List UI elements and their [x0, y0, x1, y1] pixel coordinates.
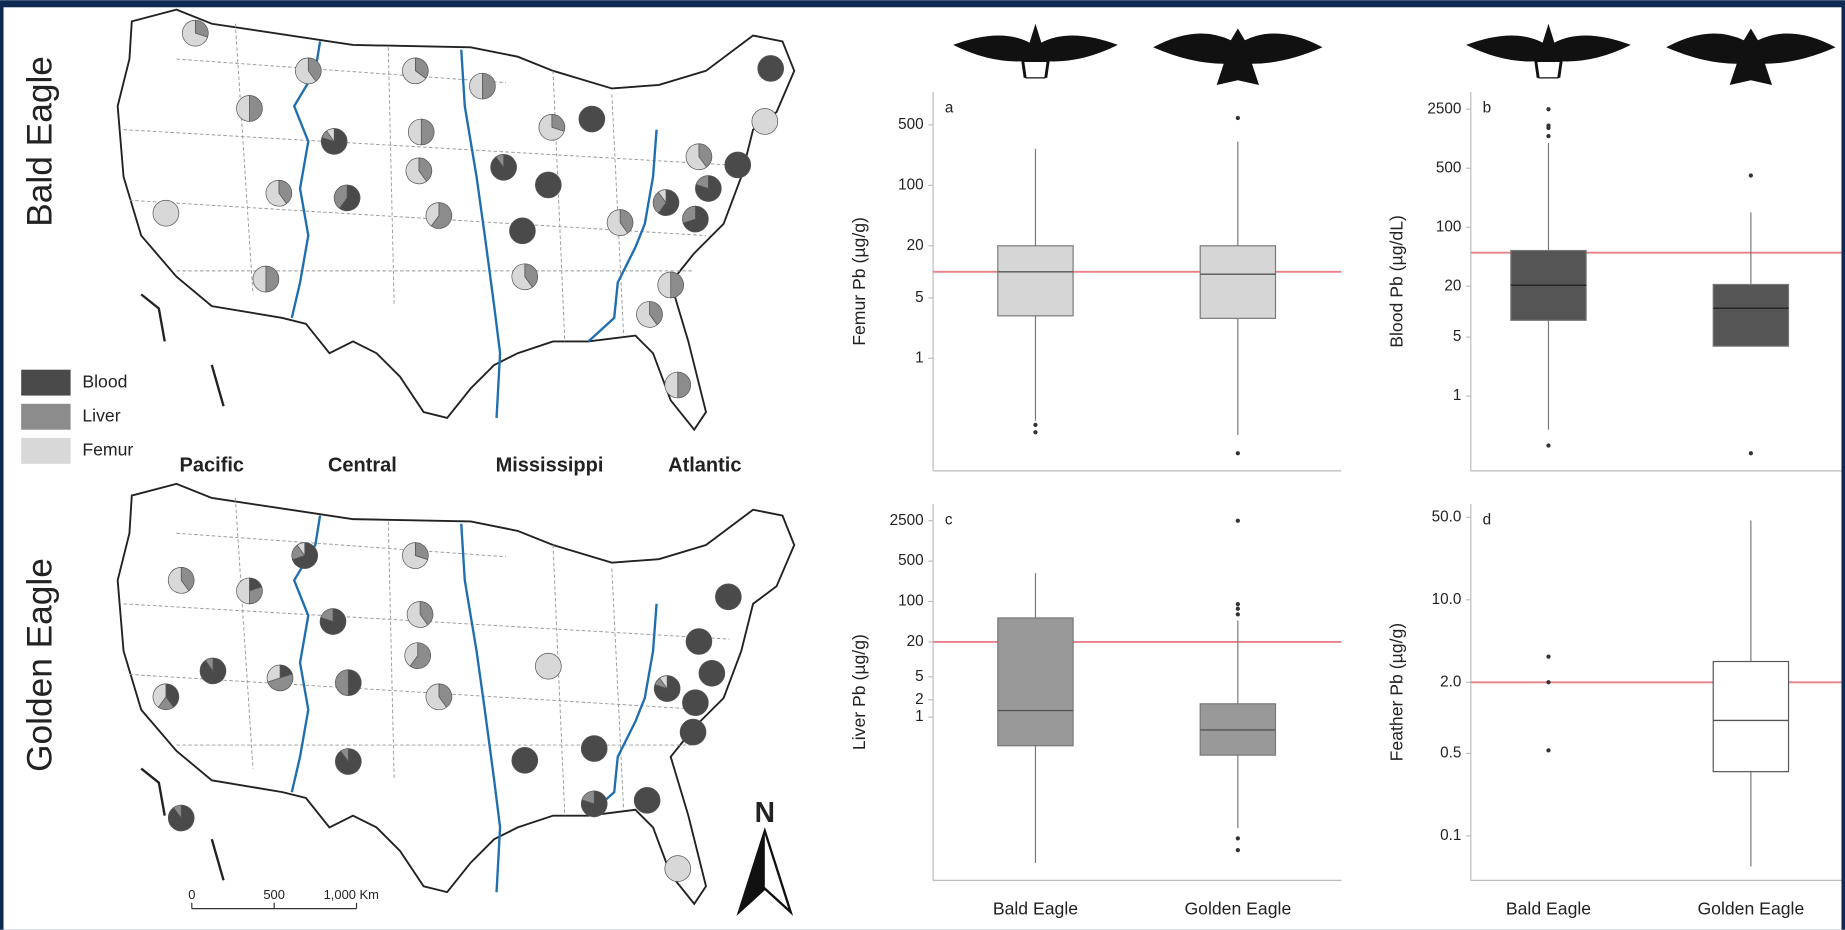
- pie-slice: [758, 56, 784, 82]
- y-tick-label: 10.0: [1432, 591, 1462, 608]
- box: [1713, 662, 1788, 772]
- outlier: [1749, 451, 1753, 455]
- outlier: [1546, 680, 1550, 684]
- outlier: [1546, 655, 1550, 659]
- y-axis-label: Femur Pb (µg/g): [849, 217, 869, 346]
- legend-label: Liver: [82, 405, 120, 425]
- y-tick-label: 500: [1436, 159, 1462, 176]
- panel-letter: d: [1483, 511, 1492, 528]
- figure: Bald Eagle Golden Eagle N Blood Liver Femu…: [0, 0, 1845, 930]
- y-tick-label: 500: [898, 552, 924, 569]
- legend-label: Femur: [82, 440, 133, 460]
- outlier: [1033, 430, 1037, 434]
- y-tick-label: 1: [1453, 387, 1462, 404]
- pie-slice: [725, 152, 751, 178]
- y-tick-label: 2500: [890, 512, 924, 529]
- y-axis-label: Blood Pb (µg/dL): [1387, 215, 1407, 348]
- y-tick-label: 2: [915, 691, 924, 708]
- y-tick-label: 100: [898, 593, 924, 610]
- y-tick-label: 500: [898, 116, 924, 133]
- outlier: [1236, 116, 1240, 120]
- panel-letter: a: [945, 100, 954, 117]
- scale-label: 0: [188, 887, 195, 902]
- outlier: [1236, 848, 1240, 852]
- outlier: [1236, 836, 1240, 840]
- y-tick-label: 20: [1444, 277, 1461, 294]
- y-tick-label: 2.0: [1440, 673, 1461, 690]
- x-tick-label: Golden Eagle: [1697, 898, 1804, 918]
- y-tick-label: 5: [1453, 328, 1462, 345]
- pie-slice: [634, 787, 660, 813]
- outlier: [1236, 607, 1240, 611]
- scale-label: 500: [263, 887, 285, 902]
- outlier: [1546, 107, 1550, 111]
- y-axis-label: Liver Pb (µg/g): [849, 634, 869, 750]
- box: [1713, 284, 1788, 346]
- outlier: [1236, 612, 1240, 616]
- y-tick-label: 20: [907, 633, 924, 650]
- x-tick-label: Golden Eagle: [1184, 898, 1291, 918]
- pie-slice: [581, 736, 607, 762]
- y-tick-label: 5: [915, 668, 924, 685]
- row-title: Golden Eagle: [21, 558, 60, 772]
- pie-slice: [579, 106, 605, 132]
- legend-label: Blood: [82, 371, 127, 391]
- flyway-label: Pacific: [180, 454, 244, 476]
- y-tick-label: 100: [1436, 218, 1462, 235]
- north-label: N: [755, 796, 775, 828]
- legend-swatch: [21, 370, 70, 396]
- pie-slice: [752, 108, 778, 134]
- outlier: [1546, 443, 1550, 447]
- pie-slice: [512, 747, 538, 773]
- pie-slice: [715, 584, 741, 610]
- pie-slice: [153, 200, 179, 226]
- box: [998, 618, 1073, 746]
- outlier: [1033, 423, 1037, 427]
- legend-swatch: [21, 404, 70, 430]
- box: [1200, 246, 1275, 319]
- pie-slice: [686, 629, 712, 655]
- outlier: [1236, 451, 1240, 455]
- flyway-label: Mississippi: [496, 454, 604, 476]
- y-tick-label: 2500: [1427, 100, 1461, 117]
- pie-slice: [680, 719, 706, 745]
- scale-label: 1,000 Km: [324, 887, 379, 902]
- page: {"chart_data": [ {"type": "pie-map", "ti…: [0, 0, 1845, 930]
- x-tick-label: Bald Eagle: [993, 898, 1078, 918]
- flyway-label: Atlantic: [668, 454, 741, 476]
- flyway-label: Central: [328, 454, 397, 476]
- outlier: [1546, 134, 1550, 138]
- outlier: [1236, 519, 1240, 523]
- y-tick-label: 0.5: [1440, 744, 1461, 761]
- y-tick-label: 100: [898, 176, 924, 193]
- pie-slice: [509, 218, 535, 244]
- pie-slice: [699, 660, 725, 686]
- panel-letter: c: [945, 511, 953, 528]
- pie-slice: [665, 856, 691, 882]
- y-tick-label: 50.0: [1432, 508, 1462, 525]
- pie-slice: [535, 172, 561, 198]
- y-tick-label: 20: [907, 237, 924, 254]
- outlier: [1546, 123, 1550, 127]
- y-tick-label: 1: [915, 708, 924, 725]
- x-tick-label: Bald Eagle: [1506, 898, 1591, 918]
- y-tick-label: 1: [915, 349, 924, 366]
- box: [998, 246, 1073, 316]
- y-axis-label: Feather Pb (µg/g): [1387, 623, 1407, 761]
- outlier: [1749, 173, 1753, 177]
- panel-letter: b: [1483, 100, 1492, 117]
- row-title: Bald Eagle: [21, 56, 60, 227]
- outlier: [1546, 748, 1550, 752]
- pie-slice: [682, 690, 708, 716]
- outlier: [1236, 602, 1240, 606]
- legend-swatch: [21, 438, 70, 464]
- pie-slice: [535, 653, 561, 679]
- y-tick-label: 0.1: [1440, 827, 1461, 844]
- y-tick-label: 5: [915, 289, 924, 306]
